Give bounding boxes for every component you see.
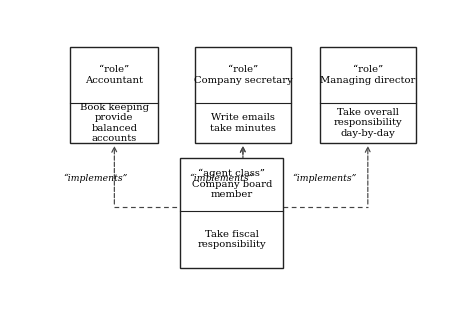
Text: Write emails
take minutes: Write emails take minutes bbox=[210, 113, 276, 133]
Bar bbox=[320, 47, 416, 143]
Text: “role”
Managing director: “role” Managing director bbox=[320, 65, 416, 85]
Text: “agent class”
Company board
member: “agent class” Company board member bbox=[191, 169, 272, 199]
Text: “implements”: “implements” bbox=[292, 173, 357, 183]
Bar bbox=[181, 158, 283, 268]
Text: “implements”: “implements” bbox=[190, 173, 254, 183]
Bar bbox=[70, 47, 158, 143]
Text: “role”
Company secretary: “role” Company secretary bbox=[193, 65, 292, 85]
Text: Take fiscal
responsibility: Take fiscal responsibility bbox=[198, 230, 266, 249]
Bar bbox=[195, 47, 291, 143]
Text: “role”
Accountant: “role” Accountant bbox=[85, 65, 143, 85]
Text: Take overall
responsibility
day-by-day: Take overall responsibility day-by-day bbox=[334, 108, 402, 138]
Text: Book keeping
provide
balanced
accounts: Book keeping provide balanced accounts bbox=[80, 103, 149, 143]
Text: “implements”: “implements” bbox=[63, 173, 128, 183]
